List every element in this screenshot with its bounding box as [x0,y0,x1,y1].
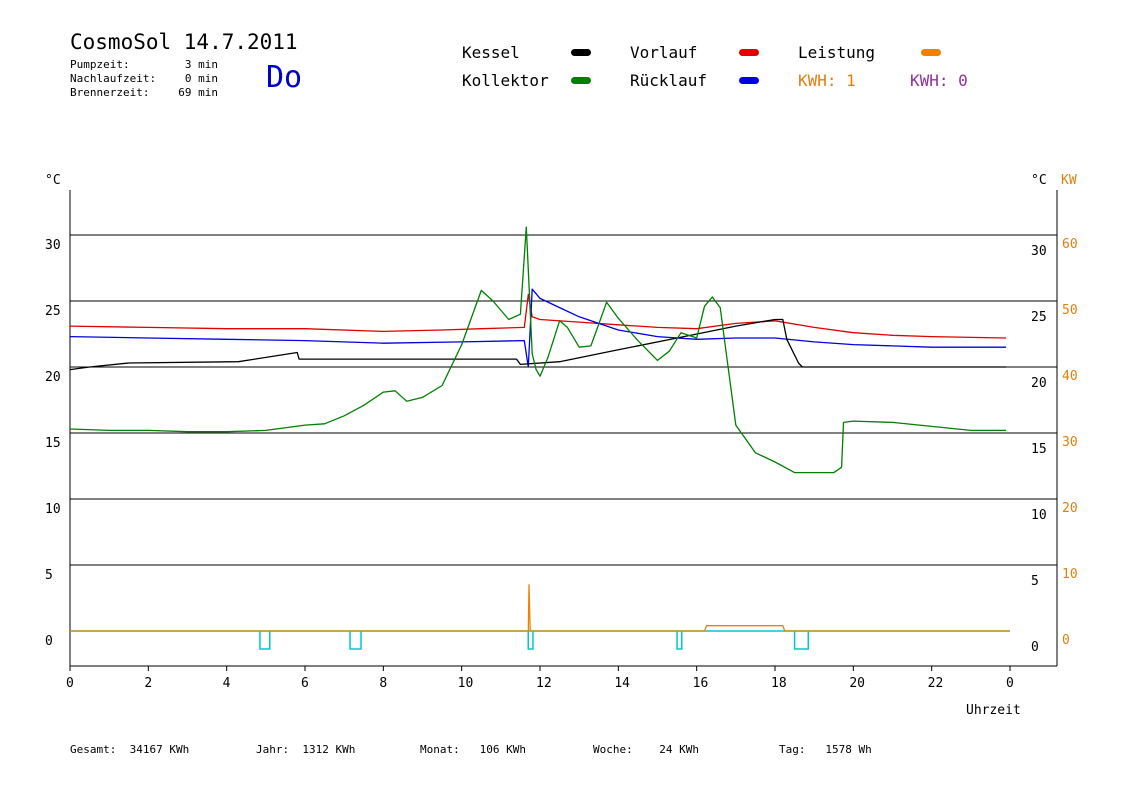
x-tick-label: 16 [693,676,709,691]
footer-tag: Tag: 1578 Wh [779,743,872,756]
y-tick-label-right: 5 [1031,574,1039,589]
y-tick-label: 5 [45,568,53,583]
y-tick-label-right: 15 [1031,442,1047,457]
y-tick-label: 25 [45,304,61,319]
y-tick-label-right: 30 [1031,244,1047,259]
weekday-label: Do [266,60,303,95]
legend-vorlauf-swatch [739,49,759,56]
legend-leistung-swatch [921,49,941,56]
x-tick-label: 6 [301,676,309,691]
footer-jahr: Jahr: 1312 KWh [256,743,355,756]
x-axis-label: Uhrzeit [966,703,1021,718]
pump-pulse [527,631,534,650]
pump-pulse [793,631,810,650]
footer-gesamt: Gesamt: 34167 KWh [70,743,189,756]
y2-tick-label: 10 [1062,567,1078,582]
legend-ruecklauf-swatch [739,77,759,84]
legend-ruecklauf-label: Rücklauf [630,71,708,90]
y2-tick-label: 60 [1062,237,1078,252]
x-tick-label: 4 [223,676,231,691]
x-tick-label: 0 [1006,676,1014,691]
stat-label: Pumpzeit: [70,58,130,71]
y-tick-label-right: 20 [1031,376,1047,391]
y-tick-label: 20 [45,370,61,385]
footer-label: Gesamt: [70,743,117,756]
footer-value: 106 KWh [479,743,526,756]
x-tick-label: 10 [458,676,474,691]
series-line-ruecklauf [69,288,1007,368]
stat-label: Nachlaufzeit: [70,72,157,85]
footer-label: Tag: [779,743,806,756]
footer-woche: Woche: 24 KWh [593,743,699,756]
footer-value: 1578 Wh [825,743,872,756]
y-tick-label: 10 [45,502,61,517]
stat-value: 3 min [184,58,218,71]
x-tick-label: 22 [928,676,944,691]
legend-kollektor-label: Kollektor [462,71,549,90]
x-tick-label: 18 [771,676,787,691]
y2-tick-label: 30 [1062,435,1078,450]
pump-pulse [676,631,683,650]
legend-vorlauf-label: Vorlauf [630,43,698,62]
y2-tick-label: 50 [1062,303,1078,318]
legend-kessel-swatch [571,49,591,56]
x-tick-label: 8 [379,676,387,691]
legend-kessel-label: Kessel [462,43,520,62]
footer-value: 34167 KWh [129,743,190,756]
stat-value: 69 min [178,86,218,99]
footer-value: 1312 KWh [302,743,356,756]
series-line-kollektor [69,226,1007,474]
y-unit-right: °C [1031,173,1047,188]
stat-label: Brennerzeit: [70,86,150,99]
footer-monat: Monat: 106 KWh [420,743,526,756]
y2-unit: KW [1061,173,1077,188]
series-line-leistung [70,584,1010,632]
x-tick-label: 2 [144,676,152,691]
y-tick-label-right: 10 [1031,508,1047,523]
legend-kwh1: KWH: 1 [798,71,856,90]
footer-label: Jahr: [256,743,290,756]
y-tick-label: 30 [45,238,61,253]
page-title: CosmoSol 14.7.2011 [70,30,298,54]
pump-pulse [349,631,362,650]
series-line-kessel [69,318,1007,371]
y-tick-label-right: 25 [1031,310,1047,325]
pump-pulse [259,631,271,650]
legend-kollektor-swatch [571,77,591,84]
legend-leistung-label: Leistung [798,43,876,62]
stat-nachlaufzeit: Nachlaufzeit: 0 min [70,72,218,85]
y2-tick-label: 0 [1062,633,1070,648]
x-tick-label: 12 [536,676,552,691]
x-tick-label: 0 [66,676,74,691]
y-tick-label: 0 [45,634,53,649]
footer-label: Monat: [420,743,460,756]
footer-value: 24 KWh [659,743,699,756]
stat-value: 0 min [184,72,218,85]
stat-brennerzeit: Brennerzeit: 69 min [70,86,218,99]
y-unit-left: °C [45,173,61,188]
x-tick-label: 14 [614,676,630,691]
y2-tick-label: 20 [1062,501,1078,516]
legend-kwh2: KWH: 0 [910,71,968,90]
y2-tick-label: 40 [1062,369,1078,384]
y-tick-label: 15 [45,436,61,451]
stat-pumpzeit: Pumpzeit: 3 min [70,58,218,71]
x-tick-label: 20 [849,676,865,691]
y-tick-label-right: 0 [1031,640,1039,655]
footer-label: Woche: [593,743,633,756]
